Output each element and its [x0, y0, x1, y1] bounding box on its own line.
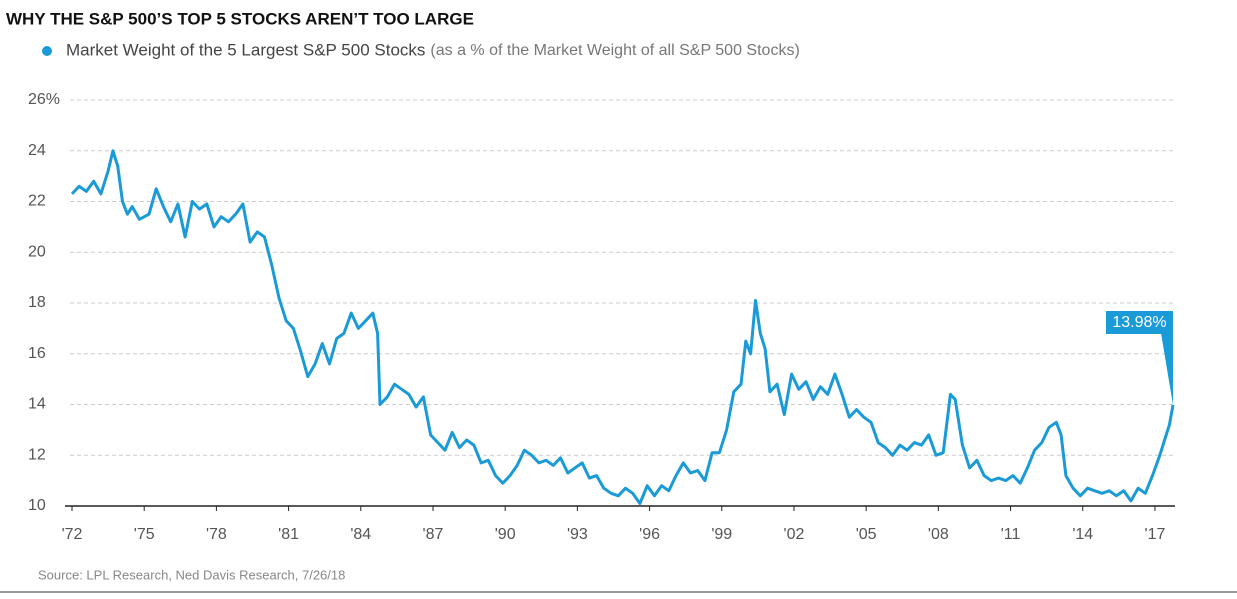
y-tick-label: 26%: [28, 91, 60, 108]
annotation-box: [1106, 311, 1173, 334]
legend-label: Market Weight of the 5 Largest S&P 500 S…: [66, 40, 425, 59]
x-tick-label: '87: [423, 526, 444, 543]
x-tick-label: '81: [278, 526, 299, 543]
y-tick-label: 16: [28, 345, 46, 362]
x-tick-label: '84: [350, 526, 371, 543]
x-tick-label: '05: [856, 526, 877, 543]
legend-note: (as a % of the Market Weight of all S&P …: [430, 42, 799, 59]
x-tick-label: '72: [62, 526, 83, 543]
data-line: [70, 149, 1175, 505]
annotation-pointer: [1161, 333, 1173, 406]
x-tick-label: '11: [1001, 526, 1021, 543]
chart-title: WHY THE S&P 500’S TOP 5 STOCKS AREN’T TO…: [6, 9, 474, 28]
x-tick-label: '08: [928, 526, 949, 543]
y-tick-label: 24: [28, 142, 46, 159]
y-tick-label: 18: [28, 294, 46, 311]
annotation-label: 13.98%: [1112, 314, 1166, 331]
x-tick-label: '96: [639, 526, 660, 543]
x-tick-label: '90: [495, 526, 516, 543]
x-tick-label: '99: [711, 526, 732, 543]
x-tick-label: '93: [567, 526, 588, 543]
x-tick-label: '14: [1072, 526, 1093, 543]
y-tick-label: 12: [28, 446, 46, 463]
y-tick-label: 20: [28, 243, 46, 260]
x-tick-label: '02: [784, 526, 805, 543]
y-tick-label: 10: [28, 497, 46, 514]
x-tick-label: '78: [206, 526, 227, 543]
source: Source: LPL Research, Ned Davis Research…: [38, 567, 345, 582]
y-tick-label: 14: [28, 396, 46, 413]
x-tick-label: '17: [1145, 526, 1166, 543]
y-tick-label: 22: [28, 193, 46, 210]
x-tick-label: '75: [134, 526, 155, 543]
legend-marker: [42, 46, 52, 56]
